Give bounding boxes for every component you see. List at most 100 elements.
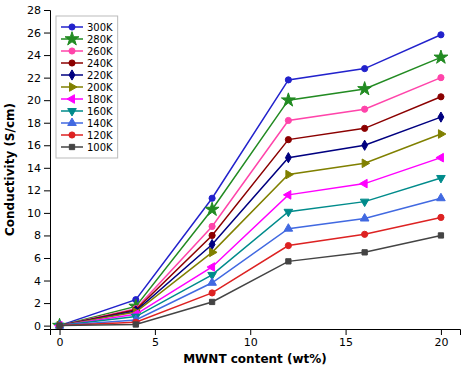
y-axis-title: Conductivity (S/cm) <box>3 103 17 236</box>
legend-swatch-marker <box>68 109 77 116</box>
legend-item: 140K <box>61 118 113 129</box>
series-point <box>210 248 217 257</box>
x-axis-tick-label: 15 <box>339 336 353 349</box>
y-axis-tick-mark <box>44 10 50 11</box>
legend-item: 180K <box>61 94 113 105</box>
y-axis-tick-label: 14 <box>27 162 41 175</box>
y-axis: 0246810121416182022242628 <box>27 4 51 333</box>
series <box>56 214 444 328</box>
series-point <box>438 75 444 81</box>
y-axis-tick: 26 <box>27 27 50 40</box>
y-axis-tick: 20 <box>27 94 50 107</box>
y-axis-tick-mark <box>44 303 50 304</box>
series-point <box>438 214 444 220</box>
chart-svg: 051015200246810121416182022242628MWNT co… <box>0 0 474 371</box>
series-point <box>362 66 368 72</box>
y-axis-tick-label: 26 <box>27 27 41 40</box>
series <box>57 130 446 329</box>
series-point <box>360 214 369 221</box>
y-axis-tick-mark <box>44 145 50 146</box>
series-point <box>208 278 217 285</box>
series-point <box>56 323 62 329</box>
y-axis-tick-mark <box>44 55 50 56</box>
series-point <box>436 153 443 162</box>
series-point <box>55 323 64 329</box>
legend-swatch-marker <box>70 83 77 92</box>
y-axis-tick-label: 8 <box>34 229 41 242</box>
legend-label: 260K <box>87 46 113 57</box>
series-point <box>57 323 62 328</box>
series-point <box>56 323 62 329</box>
plot-root: 051015200246810121416182022242628MWNT co… <box>3 4 461 366</box>
y-axis-tick-label: 2 <box>34 297 41 310</box>
legend-label: 280K <box>87 34 113 45</box>
series-line <box>60 235 441 325</box>
legend-label: 120K <box>87 130 113 141</box>
x-axis-title: MWNT content (wt%) <box>183 352 327 366</box>
legend-label: 300K <box>87 22 113 33</box>
y-axis-tick-mark <box>44 123 50 124</box>
legend-label: 200K <box>87 82 113 93</box>
series-point <box>285 242 291 248</box>
series <box>53 50 448 329</box>
legend-item: 260K <box>61 46 113 57</box>
legend-label: 240K <box>87 58 113 69</box>
series-point <box>362 106 368 112</box>
legend-label: 220K <box>87 70 113 81</box>
y-axis-tick-label: 16 <box>27 139 41 152</box>
series-point <box>205 202 219 215</box>
y-axis-line <box>44 11 51 330</box>
series-point <box>209 299 214 304</box>
series-line <box>60 198 441 325</box>
x-axis-tick-label: 20 <box>434 336 448 349</box>
series-point <box>286 259 291 264</box>
series-line <box>60 178 441 326</box>
legend-swatch-marker <box>69 60 75 66</box>
series-point <box>438 32 444 38</box>
legend-label: 160K <box>87 106 113 117</box>
y-axis-tick-label: 24 <box>27 49 41 62</box>
legend-swatch-marker <box>69 24 75 30</box>
y-axis-tick-mark <box>44 281 50 282</box>
series-point <box>285 137 291 143</box>
series-point <box>56 323 62 329</box>
series-point <box>133 322 138 327</box>
y-axis-tick-mark <box>44 33 50 34</box>
y-axis-tick: 2 <box>34 297 50 310</box>
legend-item: 240K <box>61 58 113 69</box>
y-axis-tick-label: 10 <box>27 207 41 220</box>
y-axis-tick-mark <box>44 78 50 79</box>
y-axis-tick-label: 22 <box>27 72 41 85</box>
x-axis-tick-mark <box>60 329 61 335</box>
y-axis-tick: 6 <box>34 252 50 265</box>
series <box>57 233 444 328</box>
legend-label: 100K <box>87 142 113 153</box>
x-axis-tick-mark <box>441 329 442 335</box>
series-point <box>362 159 369 168</box>
series-point <box>438 112 444 122</box>
series-point <box>284 224 293 231</box>
series-point <box>285 77 291 83</box>
y-axis-tick-label: 28 <box>27 4 41 17</box>
y-axis-tick: 4 <box>34 275 50 288</box>
y-axis-tick: 0 <box>34 320 50 333</box>
x-axis-tick-mark <box>346 329 347 335</box>
legend-swatch-marker <box>69 70 75 80</box>
series-point <box>285 153 291 163</box>
series-point <box>209 223 215 229</box>
series-point <box>284 209 293 216</box>
y-axis-tick-label: 18 <box>27 117 41 130</box>
legend-label: 180K <box>87 94 113 105</box>
y-axis-tick: 22 <box>27 72 50 85</box>
series-point <box>286 170 293 179</box>
series-point <box>360 179 367 188</box>
y-axis-tick: 14 <box>27 162 50 175</box>
series-point <box>360 199 369 206</box>
y-axis-tick-label: 4 <box>34 275 41 288</box>
series-point <box>53 318 67 329</box>
legend-box <box>56 16 118 158</box>
series-line <box>60 134 441 326</box>
y-axis-tick: 18 <box>27 117 50 130</box>
data-marks <box>53 32 448 329</box>
x-axis-tick-mark <box>250 329 251 335</box>
